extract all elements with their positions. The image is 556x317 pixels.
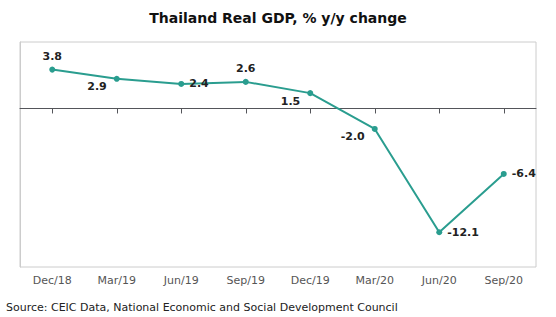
svg-text:-6.4: -6.4 <box>512 167 536 180</box>
svg-text:Jun/20: Jun/20 <box>421 274 457 287</box>
svg-text:Sep/20: Sep/20 <box>485 274 523 287</box>
svg-text:1.5: 1.5 <box>281 95 301 108</box>
svg-text:-2.0: -2.0 <box>341 130 365 143</box>
svg-text:2.4: 2.4 <box>189 77 209 90</box>
svg-text:Mar/20: Mar/20 <box>356 274 394 287</box>
svg-text:2.6: 2.6 <box>236 62 256 75</box>
svg-text:Sep/19: Sep/19 <box>227 274 265 287</box>
svg-text:-12.1: -12.1 <box>447 226 479 239</box>
svg-text:3.8: 3.8 <box>43 50 63 63</box>
svg-text:2.9: 2.9 <box>87 80 107 93</box>
svg-text:Thailand Real GDP, % y/y chang: Thailand Real GDP, % y/y change <box>149 10 407 26</box>
svg-text:Source: CEIC Data, National Ec: Source: CEIC Data, National Economic and… <box>6 301 398 314</box>
svg-text:Mar/19: Mar/19 <box>98 274 136 287</box>
svg-text:Dec/18: Dec/18 <box>33 274 72 287</box>
svg-text:Jun/19: Jun/19 <box>163 274 199 287</box>
svg-text:Dec/19: Dec/19 <box>291 274 330 287</box>
